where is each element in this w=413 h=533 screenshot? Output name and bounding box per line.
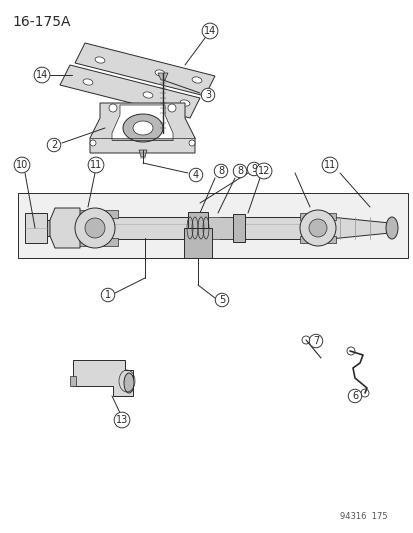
FancyBboxPatch shape — [72, 238, 118, 246]
Ellipse shape — [124, 373, 134, 393]
Text: 5: 5 — [218, 295, 225, 305]
Text: 16-175A: 16-175A — [12, 15, 70, 29]
FancyBboxPatch shape — [72, 210, 118, 218]
Text: 11: 11 — [90, 160, 102, 170]
FancyBboxPatch shape — [219, 217, 309, 239]
Polygon shape — [139, 150, 147, 157]
Ellipse shape — [95, 57, 104, 63]
Text: 7: 7 — [312, 336, 318, 346]
Ellipse shape — [155, 70, 164, 76]
Ellipse shape — [133, 121, 153, 135]
Text: 13: 13 — [116, 415, 128, 425]
Polygon shape — [60, 65, 199, 118]
Polygon shape — [112, 105, 173, 140]
Ellipse shape — [143, 92, 152, 98]
Text: 9: 9 — [250, 164, 256, 174]
Text: 14: 14 — [36, 70, 48, 80]
Circle shape — [299, 210, 335, 246]
FancyBboxPatch shape — [100, 217, 199, 239]
FancyBboxPatch shape — [299, 213, 335, 220]
Text: 94316  175: 94316 175 — [339, 512, 387, 521]
FancyBboxPatch shape — [183, 228, 211, 258]
Text: 1: 1 — [104, 290, 111, 300]
Circle shape — [90, 140, 96, 146]
Text: 8: 8 — [217, 166, 223, 176]
Circle shape — [75, 208, 115, 248]
FancyBboxPatch shape — [188, 212, 207, 228]
Circle shape — [308, 219, 326, 237]
Circle shape — [301, 336, 309, 344]
FancyBboxPatch shape — [233, 214, 244, 242]
Ellipse shape — [123, 114, 163, 142]
Text: 2: 2 — [51, 140, 57, 150]
Circle shape — [109, 104, 117, 112]
Polygon shape — [73, 360, 133, 396]
Text: 8: 8 — [236, 166, 242, 176]
FancyBboxPatch shape — [25, 213, 47, 243]
Circle shape — [189, 140, 195, 146]
FancyBboxPatch shape — [18, 193, 407, 258]
FancyBboxPatch shape — [70, 376, 76, 386]
Polygon shape — [50, 208, 80, 248]
Text: 12: 12 — [257, 166, 270, 176]
FancyBboxPatch shape — [25, 220, 80, 236]
Polygon shape — [329, 217, 389, 239]
Text: 6: 6 — [351, 391, 357, 401]
FancyBboxPatch shape — [299, 236, 335, 243]
Text: 11: 11 — [323, 160, 335, 170]
Polygon shape — [158, 73, 168, 80]
Text: 14: 14 — [203, 26, 216, 36]
Circle shape — [360, 389, 368, 397]
Ellipse shape — [385, 217, 397, 239]
Text: 4: 4 — [192, 170, 199, 180]
Polygon shape — [75, 43, 214, 96]
FancyBboxPatch shape — [202, 217, 233, 239]
Text: 10: 10 — [16, 160, 28, 170]
Ellipse shape — [83, 79, 93, 85]
Circle shape — [85, 218, 105, 238]
Circle shape — [346, 347, 354, 355]
Polygon shape — [90, 103, 195, 153]
Circle shape — [168, 104, 176, 112]
Ellipse shape — [180, 100, 190, 106]
Ellipse shape — [192, 77, 202, 83]
Text: 3: 3 — [204, 90, 211, 100]
